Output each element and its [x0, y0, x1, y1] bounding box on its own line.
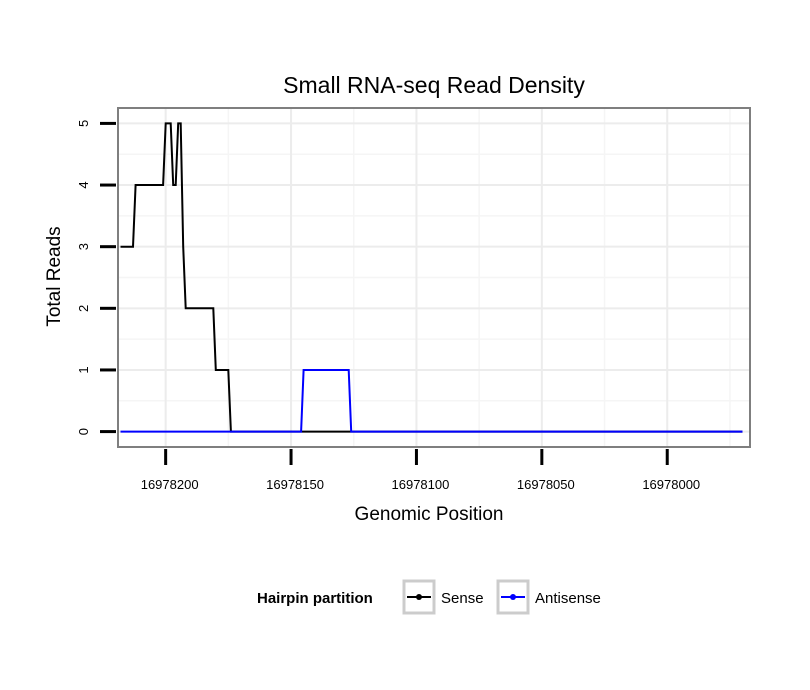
x-axis-label: Genomic Position — [355, 504, 504, 525]
x-tick-label: 16978150 — [266, 477, 324, 492]
series-lines — [120, 122, 743, 433]
chart-title: Small RNA-seq Read Density — [283, 72, 585, 98]
y-tick-label: 3 — [76, 243, 91, 250]
legend-label-sense: Sense — [441, 590, 484, 607]
y-tick-label: 5 — [76, 120, 91, 127]
y-axis-label: Total Reads — [44, 226, 65, 326]
legend: Hairpin partition Sense Antisense — [257, 579, 601, 615]
y-tick-label: 4 — [76, 181, 91, 188]
legend-entries: Sense Antisense — [402, 579, 601, 615]
legend-label-antisense: Antisense — [535, 590, 601, 607]
y-axis: 0 1 2 3 4 5 — [76, 120, 116, 435]
legend-key-point — [416, 594, 422, 600]
x-tick-label: 16978050 — [517, 477, 575, 492]
grid-lines — [118, 108, 750, 447]
y-tick-label: 1 — [76, 366, 91, 373]
x-axis: 16978200 16978150 16978100 16978050 16978000 — [141, 449, 700, 492]
y-tick-label: 2 — [76, 305, 91, 312]
y-tick-label: 0 — [76, 428, 91, 435]
legend-title: Hairpin partition — [257, 590, 373, 607]
x-tick-label: 16978100 — [392, 477, 450, 492]
plot-border — [117, 107, 751, 448]
x-tick-label: 16978000 — [642, 477, 700, 492]
x-tick-label: 16978200 — [141, 477, 199, 492]
series-line-antisense — [120, 369, 743, 433]
legend-key-point — [510, 594, 516, 600]
